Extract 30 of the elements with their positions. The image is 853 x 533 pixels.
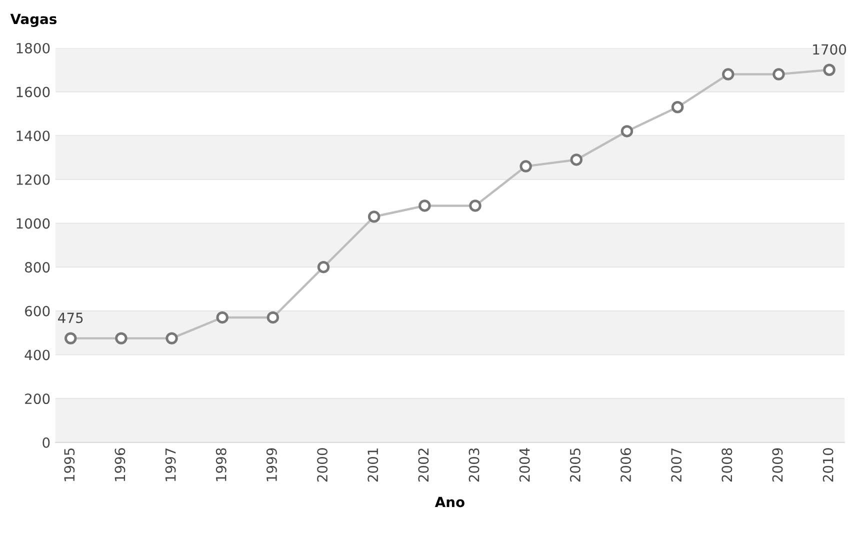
x-tick-label: 2006 (620, 448, 632, 482)
x-tick-label: 2002 (418, 448, 429, 482)
x-tick-label: 1996 (114, 448, 126, 482)
y-tick-label: 1600 (16, 86, 50, 98)
x-tick-label: 2003 (468, 448, 480, 482)
data-label: 475 (58, 312, 83, 324)
x-tick-label: 1998 (216, 448, 226, 482)
x-tick-label: 2000 (317, 448, 328, 482)
y-tick-label: 600 (25, 306, 50, 316)
y-tick-label: 1000 (16, 218, 50, 229)
x-tick-label: 2005 (570, 448, 580, 482)
x-tick-label: 2001 (368, 448, 378, 482)
data-label: 1700 (813, 44, 846, 55)
y-tick-label: 1400 (16, 130, 50, 142)
x-tick-label: 1999 (266, 448, 277, 482)
x-tick-label: 1995 (64, 448, 75, 482)
x-axis-title: Ano (434, 496, 464, 508)
x-tick-label: 2009 (772, 448, 783, 482)
x-tick-label: 2007 (671, 448, 682, 482)
x-tick-label: 2004 (519, 448, 530, 482)
x-tick-label: 2010 (822, 448, 834, 482)
y-axis-title: Vagas (10, 14, 57, 27)
x-tick-label: 1997 (165, 448, 176, 482)
y-tick-label: 1200 (16, 174, 50, 185)
y-tick-label: 0 (42, 437, 50, 448)
y-tick-label: 1800 (16, 42, 50, 54)
y-tick-label: 200 (25, 394, 50, 404)
x-tick-label: 2008 (722, 448, 732, 482)
y-tick-label: 400 (24, 350, 50, 360)
y-tick-label: 800 (25, 262, 50, 273)
